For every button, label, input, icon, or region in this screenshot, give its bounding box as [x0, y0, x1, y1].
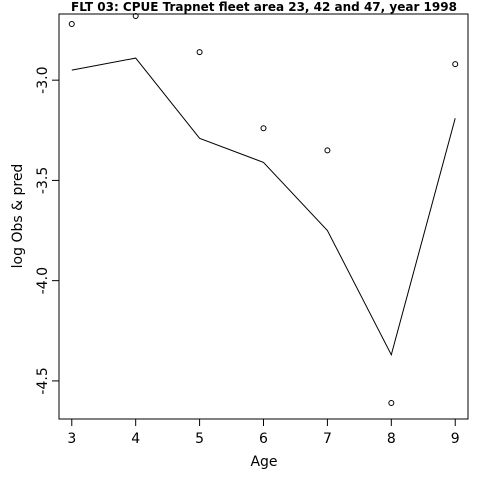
observed-point	[388, 399, 395, 406]
chart-title: FLT 03: CPUE Trapnet fleet area 23, 42 a…	[71, 0, 457, 14]
plot-frame	[58, 13, 469, 420]
y-tick-label: -4.0	[35, 267, 51, 294]
x-tick-label: 7	[323, 431, 332, 447]
observed-point	[452, 61, 459, 68]
predicted-line	[71, 57, 456, 357]
x-axis: 3 4 5 6 7 8 9	[67, 418, 460, 447]
observed-point	[68, 21, 75, 28]
plot-area	[68, 13, 459, 406]
y-axis-label: log Obs & pred	[10, 164, 26, 269]
observed-point	[196, 49, 203, 56]
observed-point	[260, 125, 267, 132]
x-tick-label: 6	[259, 431, 268, 447]
y-axis: -3.0 -3.5 -4.0 -4.5	[35, 66, 60, 395]
y-tick-label: -3.5	[35, 167, 51, 194]
x-tick-label: 3	[67, 431, 76, 447]
observed-point	[324, 147, 331, 154]
x-tick-label: 5	[195, 431, 204, 447]
x-axis-label: Age	[250, 454, 277, 470]
y-tick-label: -3.0	[35, 66, 51, 93]
observed-point	[132, 13, 139, 20]
x-tick-label: 9	[451, 431, 460, 447]
x-tick-label: 8	[387, 431, 396, 447]
x-tick-label: 4	[131, 431, 140, 447]
y-tick-label: -4.5	[35, 367, 51, 394]
